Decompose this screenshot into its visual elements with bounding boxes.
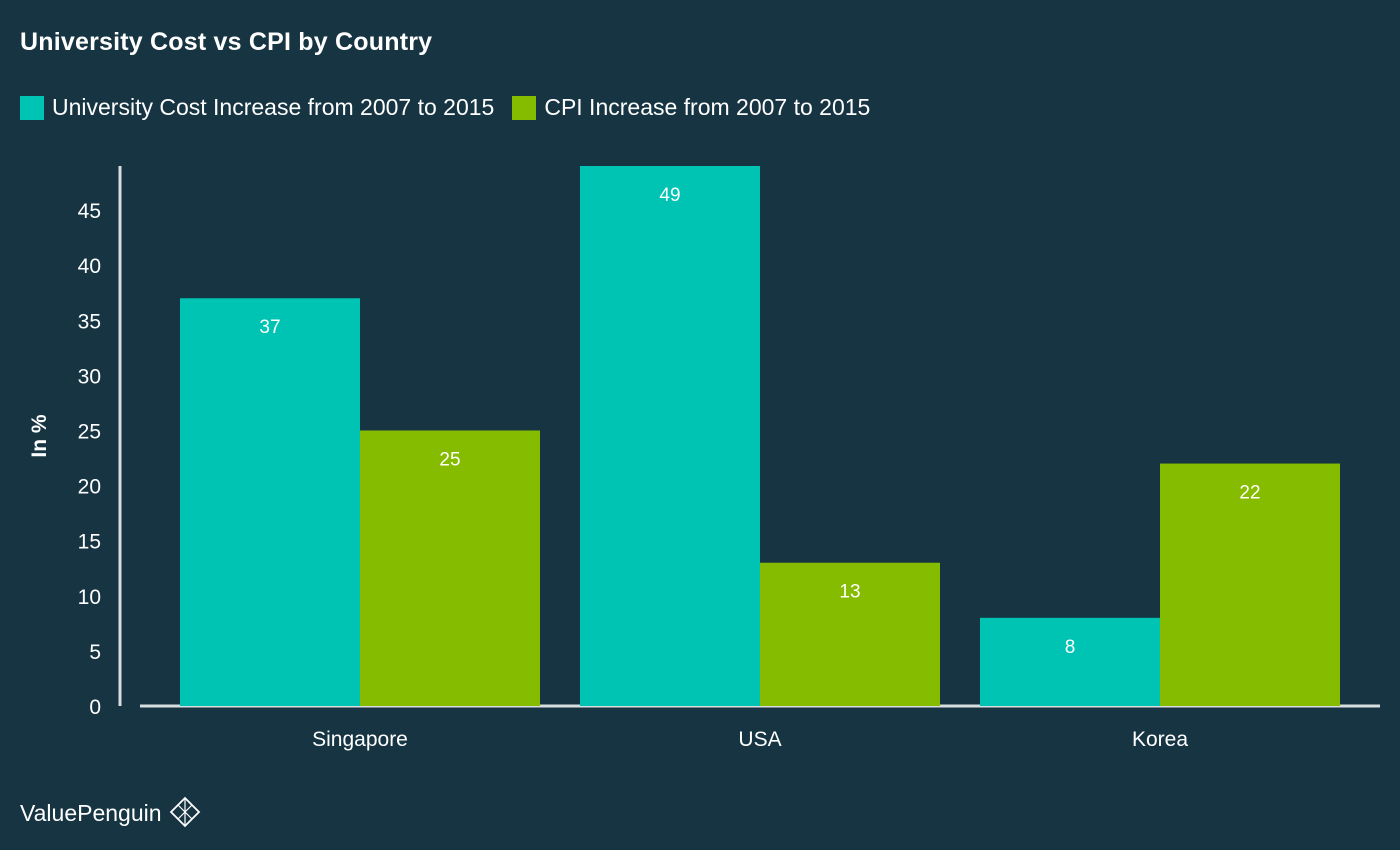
bar — [360, 430, 540, 706]
y-tick-label: 5 — [89, 641, 101, 664]
bar-data-label: 13 — [839, 582, 860, 603]
legend-item-university-cost: University Cost Increase from 2007 to 20… — [20, 94, 494, 121]
legend: University Cost Increase from 2007 to 20… — [20, 94, 870, 121]
y-tick-label: 25 — [78, 420, 101, 443]
bar — [1160, 463, 1340, 706]
x-tick-label: Korea — [1132, 728, 1188, 751]
y-tick-label: 0 — [89, 696, 101, 719]
y-tick-label: 35 — [78, 310, 101, 333]
legend-label-cpi: CPI Increase from 2007 to 2015 — [544, 94, 871, 120]
bar-data-label: 25 — [439, 449, 460, 470]
bar-data-label: 22 — [1239, 483, 1260, 504]
legend-swatch-university-cost — [20, 95, 44, 120]
y-tick-label: 45 — [78, 200, 101, 223]
y-tick-label: 30 — [78, 365, 101, 388]
legend-item-cpi: CPI Increase from 2007 to 2015 — [512, 94, 870, 121]
x-tick-label: USA — [738, 728, 781, 751]
brand-logo: ValuePenguin — [20, 796, 202, 830]
chart-title: University Cost vs CPI by Country — [20, 28, 433, 56]
legend-label-university-cost: University Cost Increase from 2007 to 20… — [52, 94, 495, 120]
bar — [980, 617, 1160, 706]
bar-data-label: 49 — [659, 185, 680, 206]
y-tick-label: 10 — [78, 586, 101, 609]
bar-data-label: 8 — [1065, 637, 1076, 658]
bar — [580, 166, 760, 706]
legend-swatch-cpi — [512, 95, 537, 120]
bar — [760, 562, 940, 706]
bar-data-label: 37 — [259, 317, 280, 338]
bar — [180, 298, 360, 706]
brand-name: ValuePenguin — [20, 799, 162, 826]
y-tick-label: 20 — [78, 476, 101, 499]
x-tick-label: Singapore — [312, 728, 408, 751]
y-tick-label: 40 — [78, 255, 101, 278]
y-tick-label: 15 — [78, 531, 101, 554]
penguin-diamond-icon — [169, 796, 200, 828]
